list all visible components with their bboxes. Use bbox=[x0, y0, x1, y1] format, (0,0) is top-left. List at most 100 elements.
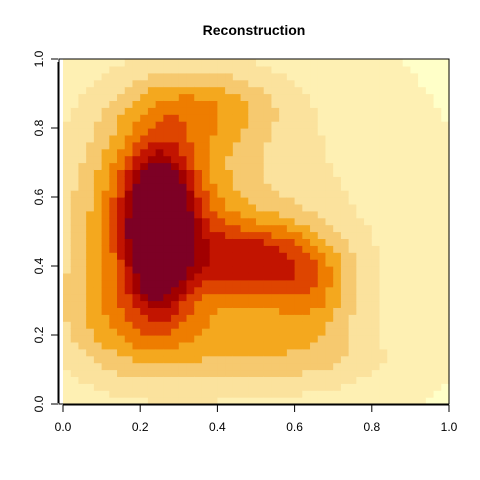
heatmap-cell bbox=[63, 355, 72, 364]
heatmap-cell bbox=[140, 183, 149, 191]
heatmap-cell bbox=[263, 79, 273, 88]
heatmap-cell bbox=[256, 238, 265, 246]
heatmap-cell bbox=[387, 183, 396, 191]
heatmap-cell bbox=[371, 362, 381, 371]
heatmap-cell bbox=[394, 383, 404, 391]
heatmap-cell bbox=[394, 210, 404, 219]
heatmap-cell bbox=[325, 121, 334, 129]
heatmap-cell bbox=[225, 341, 234, 350]
heatmap-cell bbox=[248, 134, 257, 143]
heatmap-cell bbox=[101, 293, 110, 302]
heatmap-cell bbox=[256, 155, 265, 164]
heatmap-cell bbox=[317, 341, 327, 350]
heatmap-cell bbox=[225, 335, 234, 343]
heatmap-cell bbox=[294, 148, 303, 157]
heatmap-cell bbox=[217, 245, 226, 253]
heatmap-cell bbox=[271, 335, 280, 343]
heatmap-cell bbox=[333, 341, 342, 350]
heatmap-cell bbox=[240, 341, 249, 350]
heatmap-cell bbox=[402, 210, 411, 219]
heatmap-cell bbox=[379, 348, 388, 357]
heatmap-cell bbox=[387, 272, 396, 281]
heatmap-cell bbox=[209, 183, 218, 191]
heatmap-cell bbox=[271, 245, 280, 253]
heatmap-cell bbox=[163, 114, 172, 122]
heatmap-cell bbox=[140, 279, 149, 288]
heatmap-cell bbox=[286, 383, 296, 391]
heatmap-cell bbox=[279, 128, 288, 136]
heatmap-cell bbox=[402, 266, 411, 274]
heatmap-cell bbox=[364, 341, 373, 350]
heatmap-cell bbox=[364, 272, 373, 281]
heatmap-cell bbox=[279, 155, 288, 164]
heatmap-cell bbox=[201, 148, 211, 157]
heatmap-cell bbox=[333, 203, 342, 212]
heatmap-cell bbox=[225, 383, 234, 391]
heatmap-cell bbox=[279, 383, 288, 391]
heatmap-cell bbox=[402, 169, 411, 177]
heatmap-cell bbox=[132, 314, 141, 322]
heatmap-cell bbox=[333, 383, 342, 391]
heatmap-cell bbox=[340, 272, 350, 281]
heatmap-cell bbox=[171, 65, 180, 74]
heatmap-cell bbox=[163, 134, 172, 143]
heatmap-cell bbox=[186, 328, 195, 336]
heatmap-cell bbox=[93, 341, 103, 350]
heatmap-cell bbox=[209, 321, 218, 329]
heatmap-cell bbox=[78, 176, 87, 184]
heatmap-cell bbox=[433, 121, 442, 129]
heatmap-cell bbox=[279, 114, 288, 122]
heatmap-cell bbox=[124, 341, 134, 350]
heatmap-cell bbox=[78, 238, 87, 246]
heatmap-cell bbox=[433, 376, 442, 384]
heatmap-cell bbox=[155, 190, 164, 198]
heatmap-cell bbox=[163, 362, 172, 371]
heatmap-cell bbox=[364, 217, 373, 226]
heatmap-cell bbox=[333, 65, 342, 74]
heatmap-cell bbox=[109, 279, 118, 288]
heatmap-cell bbox=[441, 383, 450, 391]
heatmap-cell bbox=[433, 252, 442, 260]
heatmap-cell bbox=[217, 390, 226, 398]
heatmap-cell bbox=[271, 197, 280, 205]
heatmap-cell bbox=[225, 362, 234, 371]
heatmap-cell bbox=[140, 217, 149, 226]
heatmap-cell bbox=[286, 286, 296, 295]
heatmap-cell bbox=[78, 321, 87, 329]
heatmap-cell bbox=[271, 286, 280, 295]
heatmap-cell bbox=[310, 114, 319, 122]
heatmap-cell bbox=[294, 259, 303, 267]
heatmap-cell bbox=[155, 72, 164, 81]
heatmap-cell bbox=[379, 279, 388, 288]
heatmap-cell bbox=[109, 369, 118, 377]
heatmap-cell bbox=[186, 355, 195, 364]
heatmap-cell bbox=[325, 224, 334, 233]
heatmap-cell bbox=[271, 134, 280, 143]
heatmap-cell bbox=[232, 148, 242, 157]
heatmap-cell bbox=[333, 390, 342, 398]
heatmap-cell bbox=[70, 286, 80, 295]
heatmap-cell bbox=[286, 266, 296, 274]
heatmap-cell bbox=[194, 272, 203, 281]
heatmap-cell bbox=[425, 335, 435, 343]
heatmap-cell bbox=[140, 286, 149, 295]
heatmap-cell bbox=[441, 100, 450, 108]
heatmap-cell bbox=[155, 369, 164, 377]
heatmap-cell bbox=[70, 397, 80, 405]
heatmap-cell bbox=[155, 390, 164, 398]
heatmap-cell bbox=[317, 397, 327, 405]
heatmap-cell bbox=[155, 272, 164, 281]
heatmap-cell bbox=[410, 293, 419, 302]
heatmap-cell bbox=[70, 59, 80, 67]
heatmap-cell bbox=[348, 79, 357, 88]
heatmap-cell bbox=[325, 217, 334, 226]
heatmap-cell bbox=[340, 141, 350, 150]
heatmap-cell bbox=[271, 328, 280, 336]
heatmap-cell bbox=[279, 134, 288, 143]
heatmap-cell bbox=[340, 162, 350, 170]
heatmap-cell bbox=[117, 114, 126, 122]
heatmap-cell bbox=[348, 217, 357, 226]
heatmap-cell bbox=[256, 100, 265, 108]
heatmap-cell bbox=[186, 217, 195, 226]
heatmap-cell bbox=[310, 266, 319, 274]
